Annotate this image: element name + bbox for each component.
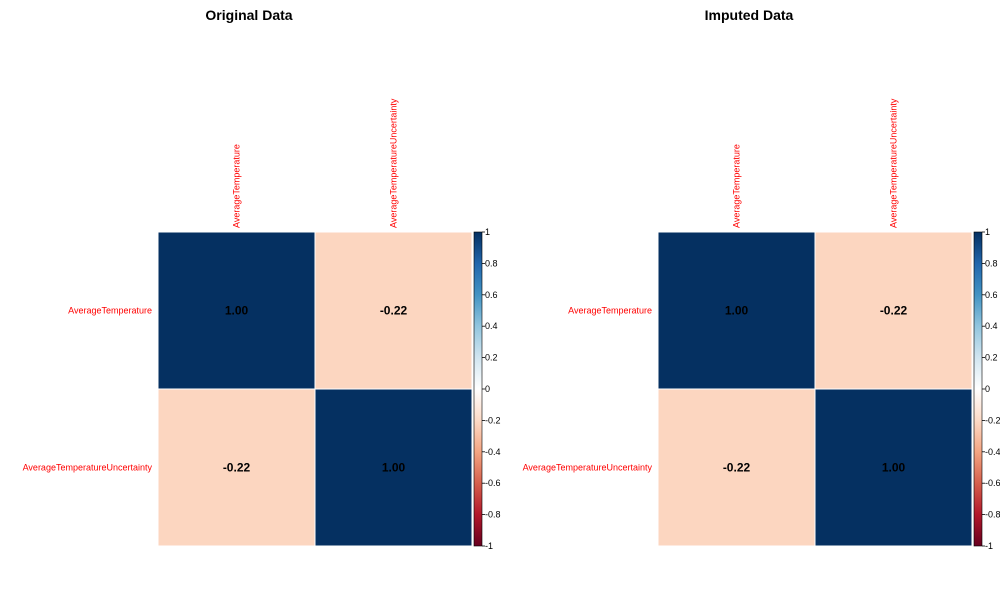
colorbar-tick-label: 0.8 (485, 258, 498, 268)
heatmap-cell (157, 388, 316, 547)
colorbar-tick-label: -0.2 (485, 415, 501, 425)
cell-value-label: 1.00 (882, 461, 906, 475)
cell-value-label: 1.00 (382, 461, 406, 475)
colorbar-tick-label: -0.8 (985, 510, 1000, 520)
correlation-panel: Original Data 1.00 -0.22 -0.22 1.00 AverageTe… (23, 7, 501, 551)
heatmap-cell (657, 231, 816, 390)
colorbar-tick-label: -1 (485, 541, 493, 551)
colorbar-tick-label: 0.4 (485, 321, 498, 331)
colorbar-tick-label: 0.4 (985, 321, 998, 331)
colorbar-tick-label: -0.4 (985, 447, 1000, 457)
colorbar (473, 231, 483, 547)
colorbar-tick-label: -0.6 (985, 478, 1000, 488)
colorbar-tick-label: -1 (985, 541, 993, 551)
colorbar-tick-label: -0.2 (985, 415, 1000, 425)
colorbar-tick-label: -0.4 (485, 447, 501, 457)
colorbar-tick-label: 1 (485, 227, 490, 237)
colorbar-tick-label: 0.6 (985, 290, 998, 300)
column-label: AverageTemperatureUncertainty (889, 98, 899, 228)
column-label: AverageTemperature (232, 144, 242, 228)
row-label: AverageTemperatureUncertainty (523, 463, 653, 473)
colorbar (973, 231, 983, 547)
colorbar-tick-label: 0.2 (985, 353, 998, 363)
heatmap-cell (314, 388, 473, 547)
correlation-panel: Imputed Data 1.00 -0.22 -0.22 1.00 AverageTem… (523, 7, 1000, 551)
cell-value-label: -0.22 (880, 304, 908, 318)
cell-value-label: 1.00 (225, 304, 249, 318)
colorbar-tick-label: 0.2 (485, 353, 498, 363)
cell-value-label: -0.22 (380, 304, 408, 318)
colorbar-tick-label: 0 (485, 384, 490, 394)
colorbar-tick-label: 0.8 (985, 258, 998, 268)
row-label: AverageTemperature (568, 306, 652, 316)
heatmap-cell (157, 231, 316, 390)
heatmap-cell (814, 231, 973, 390)
colorbar-tick-label: 0.6 (485, 290, 498, 300)
row-label: AverageTemperature (68, 306, 152, 316)
heatmap-cell (314, 231, 473, 390)
cell-value-label: -0.22 (723, 461, 751, 475)
colorbar-tick-label: -0.8 (485, 510, 501, 520)
chart-title: Original Data (205, 7, 292, 23)
column-label: AverageTemperature (732, 144, 742, 228)
heatmap-cell (657, 388, 816, 547)
column-label: AverageTemperatureUncertainty (389, 98, 399, 228)
colorbar-tick-label: 0 (985, 384, 990, 394)
row-label: AverageTemperatureUncertainty (23, 463, 153, 473)
chart-title: Imputed Data (705, 7, 794, 23)
cell-value-label: 1.00 (725, 304, 749, 318)
colorbar-tick-label: 1 (985, 227, 990, 237)
colorbar-tick-label: -0.6 (485, 478, 501, 488)
cell-value-label: -0.22 (223, 461, 251, 475)
heatmap-cell (814, 388, 973, 547)
